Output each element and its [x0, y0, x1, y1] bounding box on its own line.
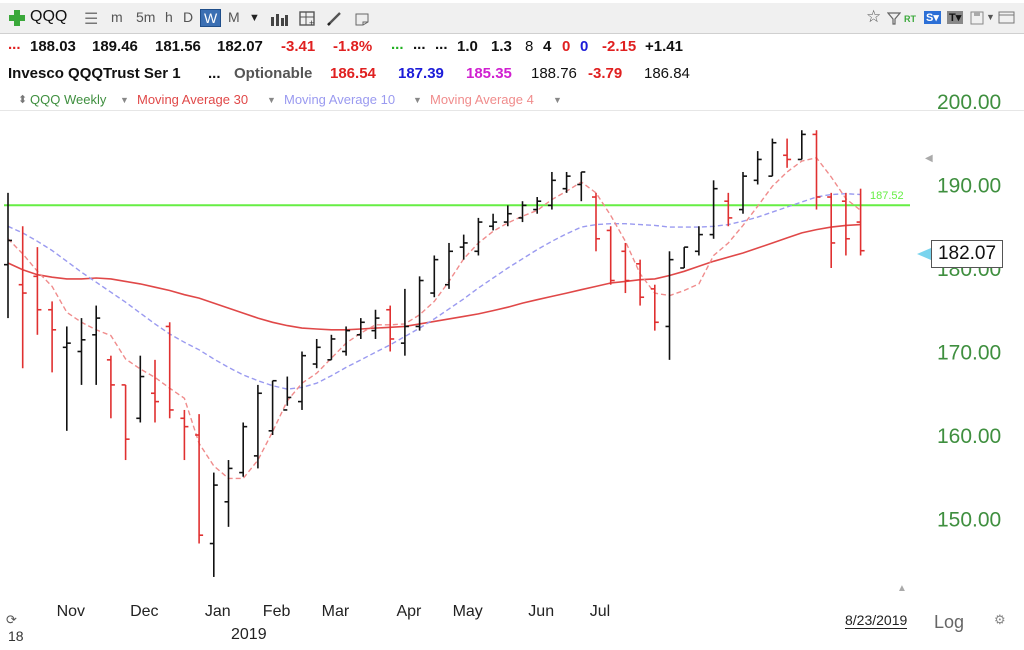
- x-month-label: Apr: [396, 603, 422, 620]
- timeframe-h[interactable]: h: [165, 9, 173, 25]
- quote-low: 181.56: [155, 38, 201, 55]
- x-month-label: Jul: [590, 603, 610, 620]
- price-p4: 188.76: [531, 65, 577, 82]
- legend-ma10[interactable]: Moving Average 10: [284, 92, 396, 107]
- last-price-box: 182.07: [931, 240, 1003, 268]
- year-label: 2019: [231, 626, 267, 643]
- quote-v2: 1.3: [491, 38, 512, 55]
- refresh-icon[interactable]: ⟳: [6, 612, 17, 627]
- quote-v5: 0: [562, 38, 571, 55]
- svg-text:+: +: [309, 18, 314, 27]
- timeframe-d[interactable]: D: [183, 9, 194, 25]
- quote-close: 182.07: [217, 38, 263, 55]
- sort-icon[interactable]: ⬍: [18, 94, 28, 106]
- bar-chart-icon[interactable]: [270, 12, 288, 26]
- toolbar: QQQ ☰ m 5m h D W M ▼ + ☆ RT S▾ T▾ ▼: [0, 3, 1024, 34]
- settings-icon[interactable]: ⚙: [994, 612, 1006, 627]
- quote-v7: -2.15: [602, 38, 637, 55]
- legend-series[interactable]: QQQ Weekly: [30, 92, 107, 107]
- quote-dots-black: ...: [413, 36, 426, 53]
- date-label: 8/23/2019: [845, 612, 908, 629]
- x-month-label: Jun: [528, 603, 554, 620]
- x-month-label: Feb: [263, 603, 291, 620]
- y-tick-label: 170.00: [937, 342, 1001, 365]
- legend-ma30[interactable]: Moving Average 30: [137, 92, 249, 107]
- window-icon[interactable]: [998, 11, 1016, 25]
- quote-dots-green: ...: [391, 36, 404, 53]
- quote-high: 189.46: [92, 38, 138, 55]
- x-month-label: Nov: [57, 603, 85, 620]
- price-p6: 186.84: [644, 65, 690, 82]
- security-row: Invesco QQQTrust Ser 1 ... Optionable 18…: [0, 65, 1024, 87]
- security-name: Invesco QQQTrust Ser 1: [8, 65, 181, 82]
- quote-dots-black-2: ...: [435, 36, 448, 53]
- footer-left-label: 18: [8, 628, 24, 644]
- chevron-down-icon-5[interactable]: ▼: [413, 95, 422, 105]
- price-p2: 187.39: [398, 65, 444, 82]
- last-price-marker-icon: [917, 248, 931, 260]
- scroll-left-icon[interactable]: ◀: [925, 153, 933, 164]
- x-month-label: May: [453, 603, 483, 620]
- y-tick-label: 160.00: [937, 425, 1001, 448]
- quote-change-pct: -1.8%: [333, 38, 373, 55]
- security-dots: ...: [208, 65, 221, 82]
- note-icon[interactable]: [353, 11, 371, 27]
- star-icon[interactable]: ☆: [866, 7, 882, 26]
- quote-prefix: ...: [8, 36, 21, 53]
- timeframe-month[interactable]: M: [228, 9, 240, 25]
- ma30-line: [7, 223, 861, 331]
- quote-row: ... 188.03 189.46 181.56 182.07 -3.41 -1…: [0, 36, 1024, 58]
- ma10-line: [7, 192, 861, 390]
- symbol-input[interactable]: QQQ: [30, 8, 68, 25]
- y-tick-label: 150.00: [937, 509, 1001, 532]
- filter-icon[interactable]: [887, 11, 901, 25]
- quote-change: -3.41: [281, 38, 316, 55]
- timeframe-m[interactable]: m: [111, 9, 123, 25]
- chevron-down-icon-6[interactable]: ▼: [553, 95, 562, 105]
- scroll-up-icon[interactable]: ▲: [897, 583, 907, 594]
- y-tick-label: 200.00: [937, 91, 1001, 114]
- chevron-down-icon[interactable]: ▼: [249, 12, 260, 24]
- quote-v8: +1.41: [645, 38, 683, 55]
- quote-v3: 8: [525, 38, 534, 55]
- price-p3: 185.35: [466, 65, 512, 82]
- optionable-label: Optionable: [234, 65, 313, 82]
- ma4-line: [7, 157, 862, 480]
- timeframe-w[interactable]: W: [200, 9, 222, 27]
- level-line-label: 187.52: [870, 190, 904, 202]
- t-dropdown-icon[interactable]: T▾: [947, 11, 964, 24]
- quote-v4: 4: [543, 38, 552, 55]
- list-icon[interactable]: ☰: [84, 11, 99, 28]
- s-dropdown-icon[interactable]: S▾: [924, 11, 941, 24]
- save-icon[interactable]: [970, 11, 984, 25]
- pencil-icon[interactable]: [326, 11, 342, 27]
- x-month-label: Dec: [130, 603, 158, 620]
- legend-divider: [0, 110, 1024, 111]
- table-icon[interactable]: +: [299, 11, 317, 27]
- log-button[interactable]: Log: [934, 612, 965, 632]
- x-month-label: Jan: [205, 603, 231, 620]
- chevron-down-icon-3[interactable]: ▼: [120, 95, 129, 105]
- add-symbol-icon[interactable]: [8, 9, 26, 27]
- legend-ma4[interactable]: Moving Average 4: [430, 92, 534, 107]
- rt-icon[interactable]: RT: [904, 14, 916, 24]
- quote-open: 188.03: [30, 38, 76, 55]
- price-p5: -3.79: [588, 65, 623, 82]
- chevron-down-icon-4[interactable]: ▼: [267, 95, 276, 105]
- quote-v1: 1.0: [457, 38, 478, 55]
- x-month-label: Mar: [322, 603, 350, 620]
- y-tick-label: 190.00: [937, 175, 1001, 198]
- quote-v6: 0: [580, 38, 589, 55]
- price-p1: 186.54: [330, 65, 376, 82]
- timeframe-5m[interactable]: 5m: [136, 9, 156, 25]
- chevron-down-icon-2[interactable]: ▼: [986, 12, 995, 22]
